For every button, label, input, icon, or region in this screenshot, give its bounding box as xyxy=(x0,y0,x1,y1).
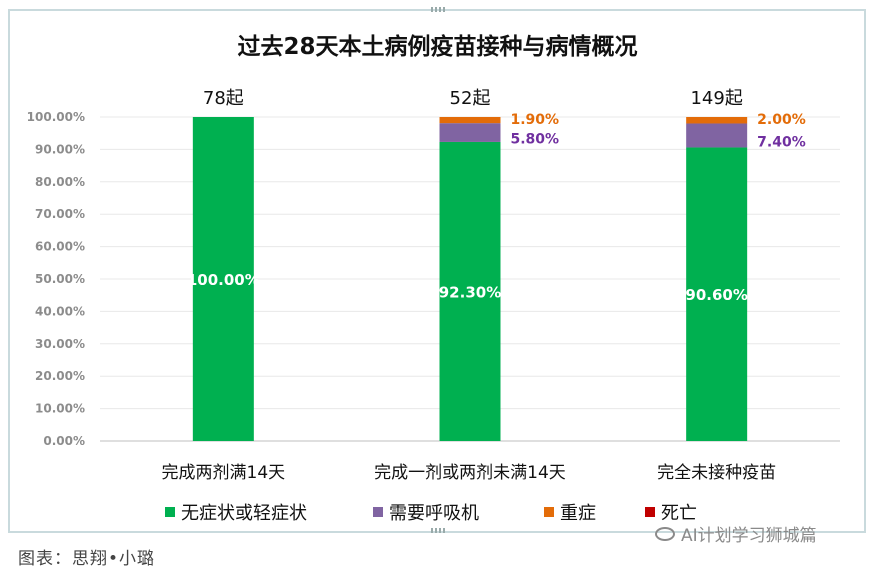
bar-segment xyxy=(686,117,748,124)
legend-swatch xyxy=(373,507,383,517)
y-tick-label: 90.00% xyxy=(35,142,85,156)
legend-item-severe: 重症 xyxy=(544,499,596,525)
x-tick-label: 完成一剂或两剂未满14天 xyxy=(374,463,566,483)
legend-item-mild: 无症状或轻症状 xyxy=(165,499,307,525)
legend-swatch xyxy=(544,507,554,517)
y-tick-label: 100.00% xyxy=(27,110,85,124)
y-tick-label: 40.00% xyxy=(35,304,85,318)
bar-segment xyxy=(439,141,501,441)
bar-segment xyxy=(439,117,501,124)
bar-total-label: 78起 xyxy=(203,88,244,109)
y-tick-label: 30.00% xyxy=(35,337,85,351)
y-tick-label: 60.00% xyxy=(35,240,85,254)
legend-swatch xyxy=(165,507,175,517)
wechat-icon xyxy=(655,526,675,541)
data-label: 1.90% xyxy=(511,112,560,128)
y-tick-label: 80.00% xyxy=(35,175,85,189)
bar-segment xyxy=(686,123,748,148)
resize-handle-top[interactable] xyxy=(431,7,445,12)
figure-caption: 图表：思翔•小璐 xyxy=(18,549,156,569)
watermark: AI计划学习狮城篇 xyxy=(655,521,817,546)
data-label: 7.40% xyxy=(757,134,806,150)
bar-total-label: 52起 xyxy=(450,88,491,109)
data-label: 5.80% xyxy=(511,132,560,148)
data-label: 90.60% xyxy=(685,286,747,304)
bar-segment xyxy=(439,123,501,142)
x-tick-label: 完全未接种疫苗 xyxy=(657,463,776,483)
y-tick-label: 20.00% xyxy=(35,369,85,383)
legend-label: 死亡 xyxy=(661,503,697,524)
chart-title: 过去28天本土病例疫苗接种与病情概况 xyxy=(237,34,638,60)
bar-segment xyxy=(686,147,748,441)
y-tick-label: 0.00% xyxy=(43,434,85,448)
legend-item-ventilator: 需要呼吸机 xyxy=(373,499,479,525)
bar-total-label: 149起 xyxy=(690,88,742,109)
y-tick-label: 70.00% xyxy=(35,207,85,221)
bar-segment xyxy=(192,117,254,441)
resize-handle-bottom[interactable] xyxy=(431,528,445,533)
y-tick-label: 50.00% xyxy=(35,272,85,286)
y-tick-label: 10.00% xyxy=(35,402,85,416)
legend-item-death: 死亡 xyxy=(645,499,697,525)
watermark-text: AI计划学习狮城篇 xyxy=(681,526,817,546)
legend-swatch xyxy=(645,507,655,517)
legend-label: 重症 xyxy=(560,503,596,524)
data-label: 100.00% xyxy=(187,271,260,289)
legend-label: 无症状或轻症状 xyxy=(181,503,307,524)
data-label: 2.00% xyxy=(757,112,806,128)
legend-label: 需要呼吸机 xyxy=(389,503,479,524)
x-tick-label: 完成两剂满14天 xyxy=(162,463,286,483)
data-label: 92.30% xyxy=(439,283,501,301)
